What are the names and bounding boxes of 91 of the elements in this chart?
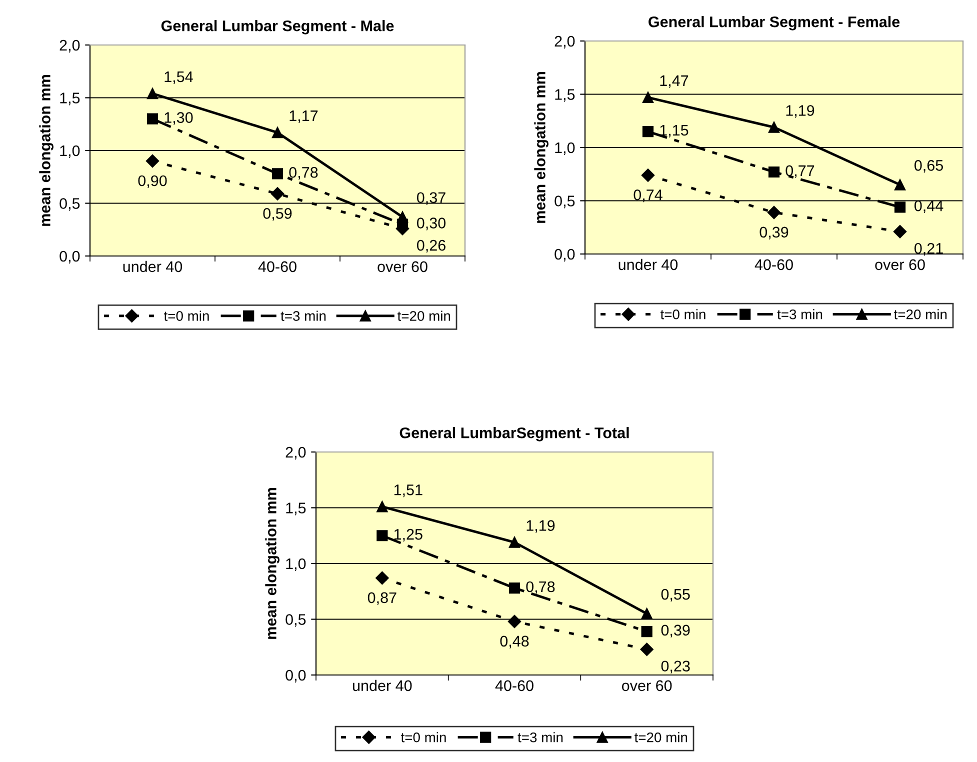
data-label: 0,30 (416, 218, 446, 230)
point (508, 614, 522, 628)
y-tick-label: 1,0 (555, 142, 575, 155)
point (767, 206, 781, 220)
x-tick-label: over 60 (378, 261, 428, 272)
x-tick-label: over 60 (875, 259, 925, 270)
legend-label: t=20 min (634, 732, 688, 742)
point (376, 501, 388, 512)
data-label: 0,74 (634, 189, 662, 202)
point (641, 626, 652, 638)
x-tick-label: 40-60 (258, 261, 296, 272)
point (146, 113, 158, 124)
point (642, 126, 654, 138)
point (508, 536, 520, 548)
point (376, 571, 389, 585)
data-label: 1,25 (394, 528, 422, 542)
data-label: 1,51 (394, 484, 422, 498)
data-label: 0,48 (500, 636, 529, 648)
legend-label: t=0 min (660, 309, 706, 320)
y-tick-label: 1,0 (60, 145, 80, 158)
point (508, 582, 520, 594)
point (894, 179, 906, 190)
legend-label: t=0 min (164, 310, 209, 321)
point (396, 211, 408, 223)
data-label: 0,39 (661, 624, 690, 638)
data-label: 1,19 (786, 105, 814, 118)
point (768, 166, 780, 178)
data-label: 0,37 (416, 192, 446, 205)
legend-label: t=0 min (400, 732, 446, 742)
data-label: 1,15 (660, 124, 688, 138)
legend-label: t=3 min (280, 310, 326, 321)
y-tick-label: 0,5 (60, 198, 80, 211)
y-tick-label: 0,5 (286, 614, 306, 627)
point (272, 127, 284, 138)
data-label: 0,26 (416, 240, 446, 253)
x-tick-label: under 40 (123, 260, 182, 272)
x-tick-label: 40-60 (495, 680, 534, 692)
point (641, 608, 652, 620)
y-tick-label: 0,0 (60, 250, 80, 264)
data-label: 0,44 (914, 200, 944, 214)
data-label: 0,59 (263, 208, 292, 221)
legend-label: t=3 min (518, 732, 563, 742)
point (272, 168, 284, 180)
data-label: 1,30 (164, 112, 193, 125)
point (270, 187, 284, 200)
data-label: 1,54 (164, 72, 193, 84)
point (894, 202, 906, 213)
y-axis-title: mean elongation mm (39, 75, 54, 226)
data-label: 1,47 (660, 75, 688, 88)
legend-label: t=20 min (894, 309, 947, 320)
point (146, 88, 158, 100)
y-tick-label: 2,0 (60, 40, 80, 52)
y-tick-label: 0,0 (286, 670, 306, 682)
y-axis-title: mean elongation mm (534, 72, 548, 223)
y-tick-label: 0,0 (554, 248, 575, 262)
x-tick-label: under 40 (618, 258, 678, 270)
point (642, 92, 654, 103)
x-tick-label: under 40 (353, 680, 412, 692)
x-tick-label: 40-60 (754, 259, 793, 270)
y-tick-label: 1,5 (555, 89, 575, 102)
x-tick-label: over 60 (622, 680, 672, 692)
point (376, 530, 388, 542)
data-label: 1,19 (526, 520, 555, 533)
y-tick-label: 1,5 (60, 92, 80, 106)
data-label: 0,77 (786, 165, 814, 178)
data-label: 0,87 (368, 592, 396, 605)
data-label: 0,78 (289, 166, 318, 180)
point (640, 642, 654, 656)
y-tick-label: 0,5 (554, 196, 575, 208)
y-tick-label: 1,0 (286, 558, 306, 571)
y-tick-label: 1,5 (286, 502, 306, 516)
point (893, 225, 907, 238)
chart-title: General Lumbar Segment - Female (648, 16, 900, 30)
data-label: 1,17 (290, 110, 318, 124)
data-label: 0,21 (914, 242, 943, 256)
data-label: 0,65 (914, 160, 943, 173)
legend-label: t=3 min (777, 309, 822, 320)
data-label: 0,55 (661, 588, 690, 602)
y-tick-label: 2,0 (286, 446, 306, 460)
data-label: 0,90 (138, 175, 167, 188)
data-label: 0,39 (760, 226, 788, 240)
y-axis-title: mean elongation mm (265, 488, 280, 639)
point (768, 122, 780, 133)
data-label: 0,23 (661, 660, 690, 674)
point (641, 168, 655, 182)
chart-title: General Lumbar Segment - Male (161, 20, 394, 34)
legend-label: t=20 min (398, 310, 450, 321)
y-tick-label: 2,0 (554, 36, 575, 48)
chart-title: General LumbarSegment - Total (400, 427, 629, 442)
data-label: 0,78 (526, 581, 555, 594)
point (146, 154, 160, 168)
